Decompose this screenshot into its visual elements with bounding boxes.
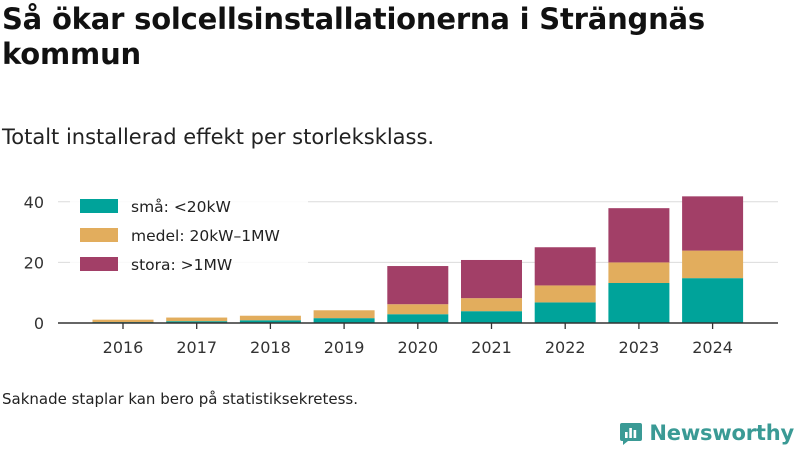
x-tick-label-2023: 2023 [619, 338, 660, 357]
legend-label-1: medel: 20kW–1MW [131, 227, 280, 245]
bar-segment-2020-series-2 [387, 266, 449, 305]
y-tick-label: 0 [34, 314, 44, 333]
bar-segment-2023-series-1 [608, 262, 670, 284]
chart-title: Så ökar solcellsinstallationerna i Strän… [2, 2, 705, 71]
bar-segment-2020-series-1 [387, 304, 449, 315]
legend-label-2: stora: >1MW [131, 256, 232, 274]
brand-logo: Newsworthy [619, 418, 794, 448]
legend-swatch-0 [80, 199, 118, 213]
chart-subtitle: Totalt installerad effekt per storlekskl… [2, 125, 435, 149]
bar-segment-2021-series-2 [461, 259, 522, 299]
bar-segment-2022-series-1 [534, 285, 596, 303]
y-tick-labels: 0 20 40 [24, 193, 44, 333]
bar-segment-2024-series-1 [682, 250, 744, 279]
footnote: Saknade staplar kan bero på statistiksek… [2, 390, 359, 408]
x-tick-label-2022: 2022 [545, 338, 586, 357]
bar-segment-2017-series-0 [166, 321, 228, 323]
x-tick-label-2019: 2019 [324, 338, 365, 357]
bar-segment-2021-series-0 [461, 311, 522, 323]
brand-name: Newsworthy [649, 421, 794, 445]
bar-segment-2021-series-1 [461, 298, 522, 312]
bar-segment-2024-series-2 [682, 196, 744, 251]
bar-segment-2023-series-2 [608, 208, 670, 263]
x-tick-labels: 2016 2017 2018 2019 2020 2021 2022 2023 2024 [103, 323, 733, 357]
bar-segment-2018-series-1 [239, 315, 301, 321]
y-tick-label: 40 [24, 193, 44, 212]
bar-segment-2019-series-1 [313, 310, 375, 319]
newsworthy-logo-icon [620, 423, 643, 445]
bar-segment-2024-series-0 [682, 278, 744, 323]
y-tick-label: 20 [24, 253, 44, 272]
legend-swatch-2 [80, 257, 118, 271]
bar-segment-2018-series-0 [239, 320, 301, 323]
bar-segment-2022-series-0 [534, 302, 596, 323]
legend-label-0: små: <20kW [131, 198, 231, 216]
bars [92, 196, 744, 323]
bar-segment-2017-series-1 [166, 317, 228, 322]
x-tick-label-2024: 2024 [692, 338, 733, 357]
bar-segment-2016-series-1 [92, 319, 154, 323]
legend: små: <20kW medel: 20kW–1MW stora: >1MW [70, 192, 308, 282]
legend-swatch-1 [80, 228, 118, 242]
bar-segment-2022-series-2 [534, 247, 596, 286]
bar-segment-2023-series-0 [608, 283, 670, 323]
x-tick-label-2020: 2020 [397, 338, 438, 357]
x-tick-label-2016: 2016 [103, 338, 144, 357]
x-tick-label-2021: 2021 [471, 338, 512, 357]
bar-segment-2019-series-0 [313, 318, 375, 323]
bar-segment-2020-series-0 [387, 314, 449, 323]
x-tick-label-2017: 2017 [176, 338, 217, 357]
x-tick-label-2018: 2018 [250, 338, 291, 357]
